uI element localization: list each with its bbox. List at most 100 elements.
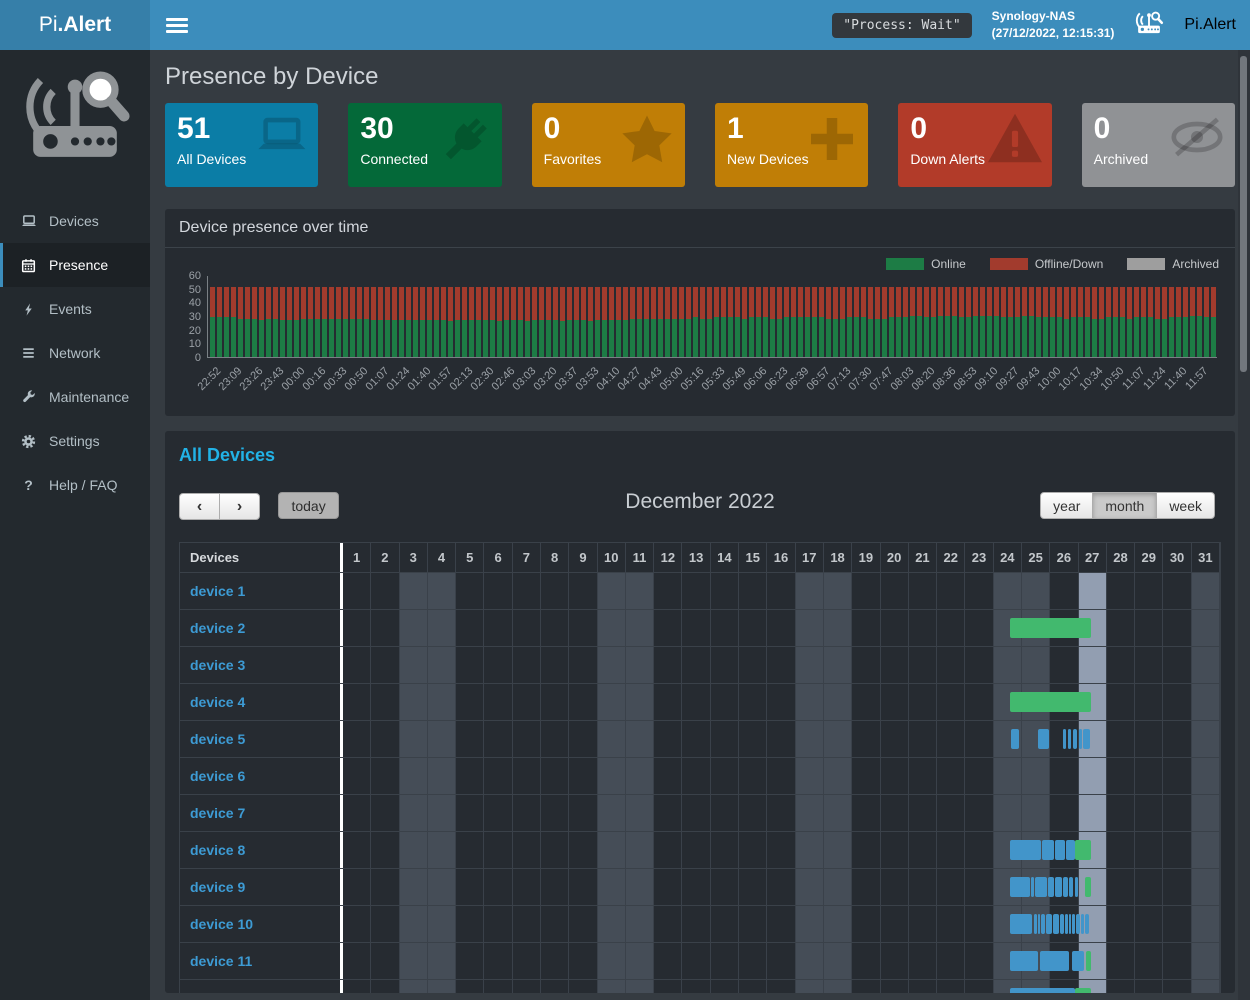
info-box-archived[interactable]: 0 Archived xyxy=(1081,103,1235,187)
device-link-device-12[interactable]: device 12 xyxy=(190,990,253,993)
online-presence-bar[interactable] xyxy=(1084,877,1092,897)
session-presence-bar[interactable] xyxy=(1072,914,1076,934)
sidebar-item-events[interactable]: Events xyxy=(0,287,150,331)
day-cell-15 xyxy=(739,795,768,831)
session-presence-bar[interactable] xyxy=(1041,914,1046,934)
hamburger-menu-icon[interactable] xyxy=(166,17,188,33)
chart-bar xyxy=(252,287,257,357)
session-presence-bar[interactable] xyxy=(1062,729,1067,749)
x-tick-label: 07:47 xyxy=(867,365,896,393)
session-presence-bar[interactable] xyxy=(1009,877,1030,897)
device-link-device-10[interactable]: device 10 xyxy=(190,916,254,932)
network-icon xyxy=(20,346,37,360)
session-presence-bar[interactable] xyxy=(1080,914,1085,934)
device-link-device-6[interactable]: device 6 xyxy=(190,768,246,784)
device-link-device-11[interactable]: device 11 xyxy=(190,953,253,969)
session-presence-bar[interactable] xyxy=(1047,877,1055,897)
year-view-button[interactable]: year xyxy=(1040,492,1094,519)
scrollbar-track[interactable] xyxy=(1238,50,1250,1000)
session-presence-bar[interactable] xyxy=(1055,877,1063,897)
brand-logo[interactable]: Pi .Alert xyxy=(0,0,150,50)
info-box-connected[interactable]: 30 Connected xyxy=(348,103,502,187)
session-presence-bar[interactable] xyxy=(1073,729,1078,749)
session-presence-bar[interactable] xyxy=(1034,877,1047,897)
device-link-device-7[interactable]: device 7 xyxy=(190,805,246,821)
session-presence-bar[interactable] xyxy=(1009,840,1041,860)
day-cell-19 xyxy=(852,943,881,979)
session-presence-bar[interactable] xyxy=(1053,914,1060,934)
today-button[interactable]: today xyxy=(278,492,339,519)
session-presence-bar[interactable] xyxy=(1074,877,1078,897)
session-presence-bar[interactable] xyxy=(1046,914,1052,934)
info-box-new-devices[interactable]: 1 New Devices xyxy=(714,103,869,187)
session-presence-bar[interactable] xyxy=(1009,914,1033,934)
session-presence-bar[interactable] xyxy=(1031,877,1034,897)
sidebar-item-label: Network xyxy=(49,345,101,361)
sidebar-item-devices[interactable]: Devices xyxy=(0,199,150,243)
sidebar-item-settings[interactable]: Settings xyxy=(0,419,150,463)
device-link-device-1[interactable]: device 1 xyxy=(190,583,246,599)
day-cell-7 xyxy=(513,721,542,757)
online-presence-bar[interactable] xyxy=(1085,951,1092,971)
day-cell-15 xyxy=(739,869,768,905)
device-link-device-2[interactable]: device 2 xyxy=(190,620,246,636)
month-view-button[interactable]: month xyxy=(1092,492,1158,519)
day-cell-9 xyxy=(569,684,598,720)
session-presence-bar[interactable] xyxy=(1069,877,1074,897)
day-cell-27 xyxy=(1078,758,1107,794)
device-link-device-4[interactable]: device 4 xyxy=(190,694,246,710)
session-presence-bar[interactable] xyxy=(1009,988,1076,993)
session-presence-bar[interactable] xyxy=(1038,729,1050,749)
chart-bar xyxy=(224,287,229,357)
info-box-favorites[interactable]: 0 Favorites xyxy=(531,103,685,187)
device-link-device-3[interactable]: device 3 xyxy=(190,657,246,673)
session-presence-bar[interactable] xyxy=(1078,729,1082,749)
day-cell-12 xyxy=(654,573,683,609)
session-presence-bar[interactable] xyxy=(1083,729,1090,749)
week-view-button[interactable]: week xyxy=(1156,492,1215,519)
next-button[interactable]: › xyxy=(219,493,260,520)
info-box-down-alerts[interactable]: 0 Down Alerts xyxy=(898,103,1052,187)
online-presence-bar[interactable] xyxy=(1075,840,1092,860)
session-presence-bar[interactable] xyxy=(1037,914,1041,934)
chart-plot-area xyxy=(207,276,1217,358)
session-presence-bar[interactable] xyxy=(1009,951,1039,971)
day-cell-3 xyxy=(399,610,428,646)
session-presence-bar[interactable] xyxy=(1066,840,1076,860)
online-presence-bar[interactable] xyxy=(1009,692,1092,712)
chart-bar xyxy=(1071,287,1076,357)
day-cell-23 xyxy=(965,795,994,831)
device-link-device-5[interactable]: device 5 xyxy=(190,731,246,747)
online-presence-bar[interactable] xyxy=(1009,618,1092,638)
app-name: Pi.Alert xyxy=(1184,16,1236,33)
session-presence-bar[interactable] xyxy=(1068,729,1072,749)
session-presence-bar[interactable] xyxy=(1063,877,1069,897)
sidebar-item-help-faq[interactable]: ? Help / FAQ xyxy=(0,463,150,507)
session-presence-bar[interactable] xyxy=(1040,951,1069,971)
online-presence-bar[interactable] xyxy=(1075,988,1092,993)
sidebar-item-presence[interactable]: Presence xyxy=(0,243,150,287)
info-box-all-devices[interactable]: 51 All Devices xyxy=(165,103,319,187)
device-link-device-8[interactable]: device 8 xyxy=(190,842,246,858)
session-presence-bar[interactable] xyxy=(1085,914,1090,934)
session-presence-bar[interactable] xyxy=(1033,914,1037,934)
x-tick-label: 23:26 xyxy=(237,365,266,393)
sidebar-item-maintenance[interactable]: Maintenance xyxy=(0,375,150,419)
day-cell-30 xyxy=(1163,906,1192,942)
session-presence-bar[interactable] xyxy=(1076,914,1080,934)
session-presence-bar[interactable] xyxy=(1068,914,1072,934)
session-presence-bar[interactable] xyxy=(1041,840,1054,860)
sidebar-item-network[interactable]: Network xyxy=(0,331,150,375)
day-cell-29 xyxy=(1135,869,1164,905)
chart-bar xyxy=(868,287,873,357)
session-presence-bar[interactable] xyxy=(1060,914,1064,934)
day-cell-31 xyxy=(1191,832,1220,868)
session-presence-bar[interactable] xyxy=(1064,914,1068,934)
session-presence-bar[interactable] xyxy=(1010,729,1020,749)
session-presence-bar[interactable] xyxy=(1072,951,1085,971)
x-tick-label: 01:57 xyxy=(426,365,455,393)
session-presence-bar[interactable] xyxy=(1054,840,1065,860)
device-link-device-9[interactable]: device 9 xyxy=(190,879,246,895)
day-cell-8 xyxy=(541,795,570,831)
scrollbar-thumb[interactable] xyxy=(1240,56,1247,372)
